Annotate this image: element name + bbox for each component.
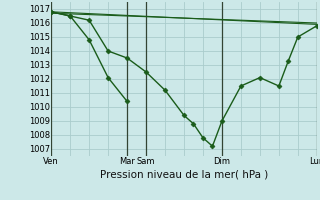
X-axis label: Pression niveau de la mer( hPa ): Pression niveau de la mer( hPa ) <box>100 169 268 179</box>
